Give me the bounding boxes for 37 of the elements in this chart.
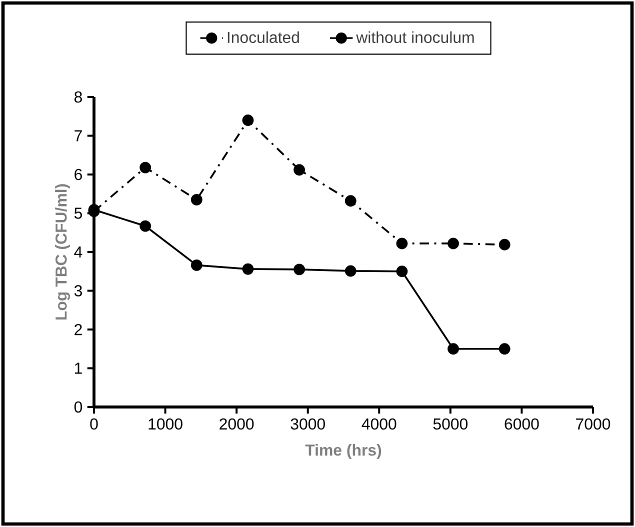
point xyxy=(190,259,202,271)
x-tick-label: 0 xyxy=(90,418,98,430)
point xyxy=(294,164,306,176)
y-axis-title: Log TBC (CFU/ml) xyxy=(55,184,70,320)
x-tick-label: 6000 xyxy=(504,418,539,430)
point xyxy=(498,238,510,250)
y-tick-label: 1 xyxy=(75,362,82,374)
x-tick-label: 2000 xyxy=(220,418,254,430)
x-tick-label: 4000 xyxy=(362,418,396,430)
y-tick-label: 5 xyxy=(74,208,82,219)
legend-label: Inoculated xyxy=(228,31,299,44)
y-tick-label: 3 xyxy=(74,285,82,296)
point xyxy=(448,343,459,355)
x-axis-title: Time (hrs) xyxy=(305,444,382,459)
x-tick-label: 1000 xyxy=(148,418,182,430)
y-tick-label: 8 xyxy=(74,91,82,103)
y-tick-label: 0 xyxy=(74,401,82,413)
y-tick-label: 2 xyxy=(74,324,82,336)
point xyxy=(294,264,306,276)
point xyxy=(140,220,152,232)
point xyxy=(498,343,510,355)
point xyxy=(344,265,356,277)
y-tick-label: 4 xyxy=(74,246,82,258)
y-tick-label: 6 xyxy=(74,168,82,180)
point xyxy=(396,238,408,250)
point xyxy=(190,194,202,206)
point xyxy=(140,162,152,174)
point xyxy=(242,263,254,275)
x-tick-label: 3000 xyxy=(290,418,325,430)
point xyxy=(396,266,408,278)
point xyxy=(242,114,254,126)
x-tick-label: 5000 xyxy=(433,418,468,430)
y-tick-label: 7 xyxy=(74,130,82,142)
point xyxy=(448,238,459,250)
point xyxy=(344,195,356,207)
x-tick-label: 7000 xyxy=(576,418,610,430)
legend-label: without inoculum xyxy=(356,31,474,44)
